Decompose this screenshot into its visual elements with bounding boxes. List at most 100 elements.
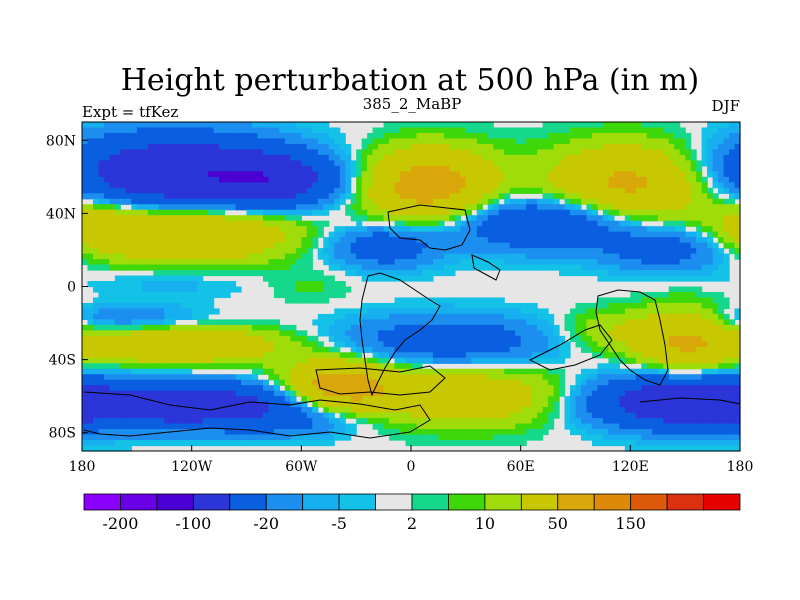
field-cell [509,220,516,227]
field-cell [169,297,176,304]
field-cell [707,270,714,277]
field-cell [186,259,193,266]
field-cell [438,132,445,140]
field-cell [87,346,94,353]
field-cell [180,171,187,178]
field-cell [295,379,302,386]
field-cell [158,302,165,310]
field-cell [169,363,176,370]
field-cell [537,215,544,222]
field-cell [449,187,456,194]
field-cell [356,154,363,161]
field-cell [241,379,248,386]
field-cell [559,215,566,222]
field-cell [136,143,143,151]
field-cell [580,319,588,326]
field-cell [191,193,198,200]
field-cell [367,149,374,156]
field-cell [476,193,483,200]
field-cell [158,363,165,370]
field-cell [378,215,385,222]
field-cell [400,138,407,145]
field-cell [158,242,165,249]
field-cell [465,198,472,205]
field-cell [268,160,275,167]
field-cell [718,171,725,178]
field-cell [131,286,138,293]
field-cell [635,248,642,255]
field-cell [619,198,626,205]
field-cell [169,132,176,140]
field-cell [383,198,390,205]
field-cell [295,132,302,140]
field-cell [674,264,681,271]
field-cell [350,237,357,244]
field-cell [438,143,445,151]
field-cell [295,357,302,364]
field-cell [323,368,330,375]
field-cell [87,357,94,364]
field-cell [120,193,127,200]
field-cell [696,341,703,348]
field-cell [136,297,143,304]
field-cell [460,127,467,134]
field-cell [619,160,626,167]
field-cell [246,154,253,161]
field-cell [690,215,697,222]
field-cell [646,226,653,233]
field-cell [158,149,165,156]
field-cell [591,122,599,129]
field-cell [125,286,132,293]
field-cell [153,264,160,271]
field-cell [690,198,697,205]
field-cell [356,149,363,156]
field-cell [630,122,637,129]
field-cell [718,215,725,222]
field-cell [663,270,670,277]
field-cell [460,330,467,337]
field-cell [674,182,681,189]
field-cell [164,319,171,326]
field-cell [586,302,593,310]
field-cell [696,313,703,320]
field-cell [487,154,494,161]
field-cell [427,237,434,244]
field-cell [273,149,280,156]
field-cell [597,242,604,249]
field-cell [383,143,390,151]
field-cell [559,182,566,189]
field-cell [142,330,149,337]
field-cell [389,198,396,205]
field-cell [712,143,719,151]
field-cell [619,204,626,211]
field-cell [427,176,434,183]
field-cell [350,215,357,222]
field-cell [147,226,154,233]
field-cell [575,193,582,200]
field-cell [383,149,390,156]
field-cell [394,187,401,194]
field-cell [443,204,450,211]
field-cell [103,341,111,348]
field-cell [707,357,714,364]
field-cell [641,209,648,216]
field-cell [734,346,741,353]
field-cell [109,122,116,129]
field-cell [164,302,171,310]
field-cell [679,270,686,277]
field-cell [591,160,599,167]
field-cell [624,357,631,364]
field-cell [131,346,138,353]
field-cell [328,204,335,211]
field-cell [191,154,198,161]
field-cell [142,368,149,375]
field-cell [701,176,708,183]
field-cell [224,319,231,326]
field-cell [668,275,675,282]
field-cell [164,160,171,167]
field-cell [268,154,275,161]
field-cell [356,324,363,331]
field-cell [504,160,511,167]
field-cell [213,330,220,337]
field-cell [668,242,675,249]
